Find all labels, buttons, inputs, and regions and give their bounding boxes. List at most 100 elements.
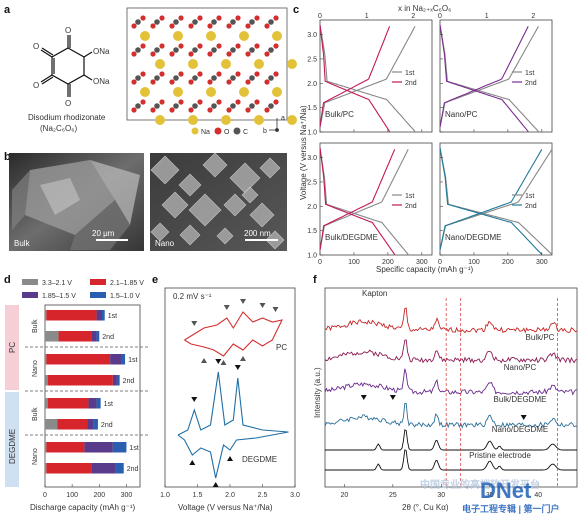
- sem-image-nano: [150, 152, 287, 251]
- d-cycle-label: 1st: [104, 401, 113, 408]
- d-sub-label: Bulk: [32, 319, 39, 333]
- nano-particle: [188, 193, 222, 227]
- panel-a-label: a: [4, 4, 11, 16]
- f-marker: [389, 395, 396, 400]
- crystal-sodium: [155, 115, 165, 125]
- c-charge-curve: [319, 149, 396, 251]
- crystal-oxygen: [131, 23, 137, 29]
- d-bar-segment: [115, 463, 124, 474]
- crystal-oxygen: [216, 99, 222, 105]
- axis-indicator: [269, 118, 279, 132]
- c-xtick-label: 300: [536, 259, 548, 266]
- crystal-sodium: [272, 31, 282, 41]
- molecule-ona-top: ONa: [93, 47, 110, 56]
- crystal-sodium: [221, 115, 231, 125]
- f-trace-label: Bulk/DEGDME: [494, 395, 547, 404]
- d-bar-segment: [46, 310, 97, 321]
- e-pc-curve: [184, 311, 283, 357]
- d-bar-segment: [110, 354, 121, 365]
- c-charge-curve: [439, 149, 553, 251]
- crystal-carbon: [249, 19, 255, 25]
- e-marker-down: [240, 299, 246, 304]
- crystal-oxygen: [273, 99, 279, 105]
- sem-image-bulk: [9, 153, 144, 251]
- f-trace: [325, 429, 577, 451]
- panel-d-bars: 1st 2nd 1st 2nd 1st 2nd 1st 2nd Bulk Nano Bulk Nano…: [25, 304, 150, 499]
- d-bar-segment: [88, 398, 97, 409]
- crystal-oxygen: [197, 99, 203, 105]
- d-bar-segment: [45, 310, 47, 321]
- f-trace-label: Nano/PC: [504, 363, 537, 372]
- c-legend-2nd: 2nd: [525, 203, 537, 210]
- f-xtick-label: 35: [486, 492, 494, 499]
- c-legend-2nd: 2nd: [405, 203, 417, 210]
- crystal-oxygen: [178, 15, 184, 21]
- d-bar-segment: [47, 398, 89, 409]
- c-charge-curve: [319, 149, 409, 251]
- crystal-legend: Na O C: [191, 127, 248, 136]
- e-marker-up: [212, 482, 219, 487]
- c-charge-curve: [439, 26, 539, 128]
- f-marker: [520, 415, 527, 420]
- nano-particle: [161, 191, 189, 219]
- c-subplot-frame: [319, 19, 433, 133]
- c-top-tick-label: 2: [531, 13, 535, 20]
- crystal-carbon: [268, 19, 274, 25]
- crystal-oxygen: [216, 71, 222, 77]
- crystal-oxygen: [235, 99, 241, 105]
- e-marker-down: [215, 359, 222, 364]
- molecule-structure: [40, 35, 93, 97]
- legend-text-0: 3.3–2.1 V: [42, 280, 72, 287]
- crystal-oxygen: [140, 43, 146, 49]
- crystal-carbon: [173, 103, 179, 109]
- f-trace-label: Nano/DEGDME: [492, 425, 548, 434]
- c-subplot-frame: [439, 19, 553, 133]
- c-subplot-name: Bulk/PC: [325, 110, 354, 119]
- crystal-carbon: [135, 103, 141, 109]
- d-bar-segment: [45, 419, 58, 430]
- crystal-oxygen: [169, 23, 175, 29]
- e-marker-up: [227, 456, 233, 461]
- crystal-oxygen: [245, 23, 251, 29]
- d-bar-segment: [45, 354, 47, 365]
- legend-na: Na: [201, 129, 210, 136]
- c-ytick-label: 2.0: [307, 81, 317, 88]
- crystal-carbon: [230, 47, 236, 53]
- crystal-carbon: [249, 75, 255, 81]
- d-bar-segment: [57, 419, 88, 430]
- f-xlabel: 2θ (°, Cu Kα): [402, 503, 449, 512]
- crystal-sodium: [254, 115, 264, 125]
- c-subplot-name: Nano/DEGDME: [445, 233, 501, 242]
- crystal-oxygen: [273, 71, 279, 77]
- watermark-logo: DNet: [480, 478, 532, 503]
- c-legend-2nd: 2nd: [405, 80, 417, 87]
- c-xtick-label: 0: [318, 259, 322, 266]
- nano-particle: [150, 222, 170, 242]
- sem-nano-caption: Nano: [155, 239, 175, 248]
- crystal-carbon: [230, 75, 236, 81]
- crystal-oxygen: [131, 51, 137, 57]
- crystal-carbon: [192, 75, 198, 81]
- crystal-oxygen: [150, 51, 156, 57]
- d-sub-label: Nano: [32, 448, 39, 465]
- e-scan-rate: 0.2 mV s⁻¹: [173, 292, 212, 301]
- crystal-carbon: [192, 19, 198, 25]
- crystal-sodium: [206, 31, 216, 41]
- c-discharge-curve: [319, 24, 391, 132]
- crystal-oxygen: [169, 107, 175, 113]
- legend-o: O: [224, 129, 230, 136]
- c-discharge-curve: [439, 24, 539, 132]
- crystal-oxygen: [226, 79, 232, 85]
- f-trace: [324, 402, 578, 429]
- legend-swatch-2: [22, 292, 38, 298]
- crystal-oxygen: [264, 51, 270, 57]
- e-degdme-curve: [177, 371, 289, 479]
- f-ylabel: Intensity (a.u.): [313, 367, 322, 418]
- crystal-sodium: [173, 87, 183, 97]
- crystal-oxygen: [226, 107, 232, 113]
- crystal-sodium: [188, 59, 198, 69]
- e-marker-down: [234, 365, 241, 370]
- d-bar-segment: [93, 419, 98, 430]
- panel-e-label: e: [152, 274, 158, 286]
- e-xtick-label: 3.0: [290, 492, 300, 499]
